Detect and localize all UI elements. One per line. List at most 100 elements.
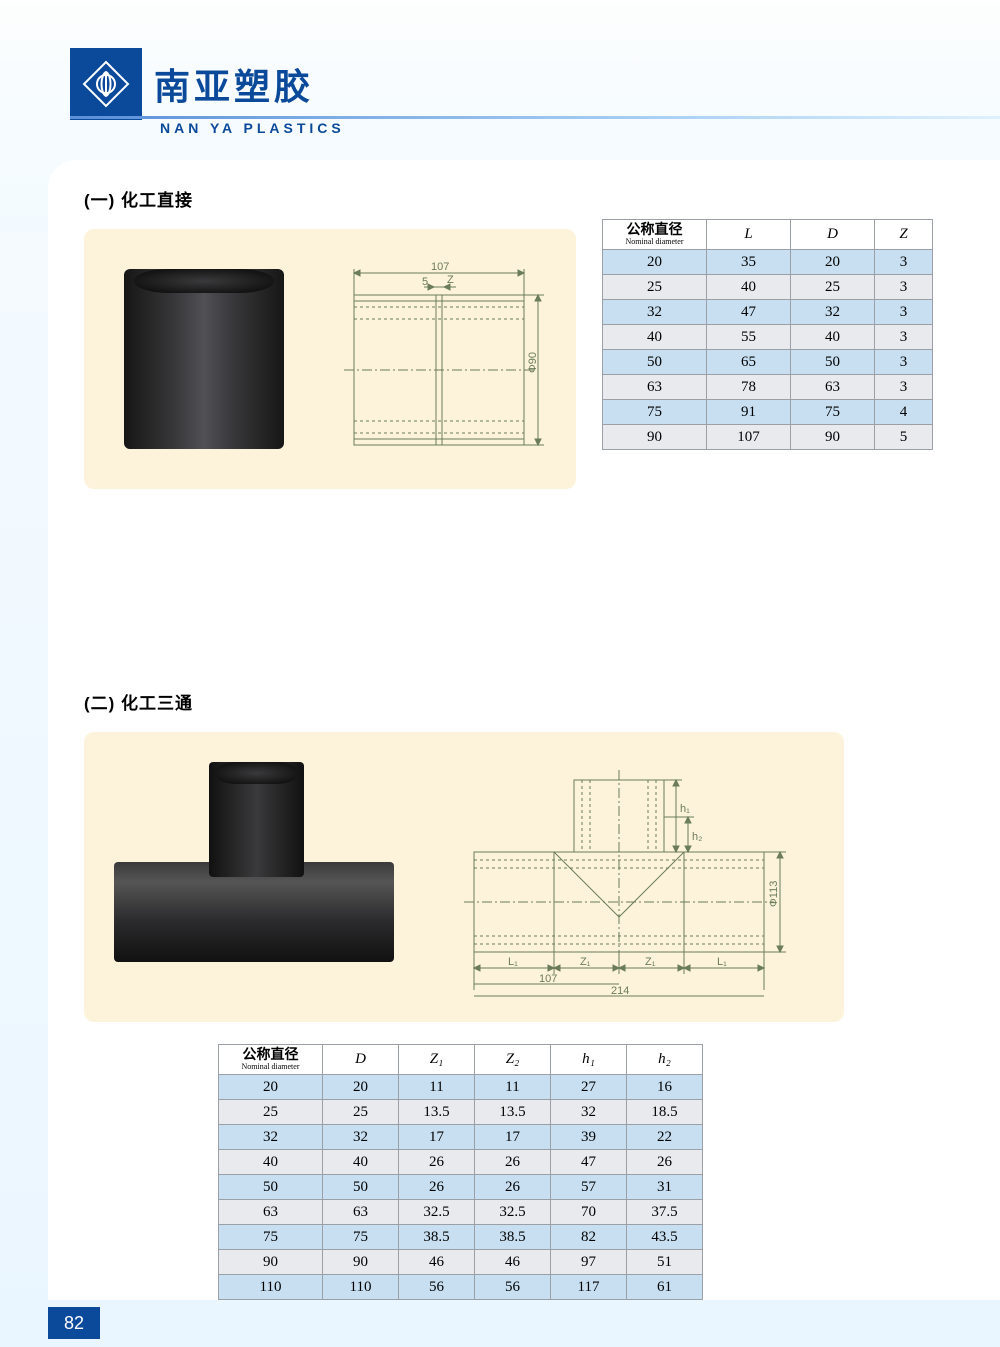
- table-cell: 20: [603, 250, 707, 275]
- svg-text:107: 107: [539, 973, 557, 985]
- table-cell: 3: [875, 350, 933, 375]
- table-cell: 11: [399, 1075, 475, 1100]
- table-cell: 50: [323, 1175, 399, 1200]
- table-cell: 5: [875, 425, 933, 450]
- table-cell: 55: [707, 325, 791, 350]
- table-header-cell: Z: [875, 220, 933, 250]
- table-row: 2540253: [603, 275, 933, 300]
- table-cell: 25: [791, 275, 875, 300]
- table-cell: 31: [627, 1175, 703, 1200]
- table-cell: 70: [551, 1200, 627, 1225]
- table-cell: 25: [323, 1100, 399, 1125]
- table-cell: 50: [219, 1175, 323, 1200]
- table-header-cell: 公称直径Nominal diameter: [219, 1045, 323, 1075]
- table-cell: 46: [475, 1250, 551, 1275]
- svg-text:214: 214: [611, 985, 629, 997]
- table-cell: 3: [875, 275, 933, 300]
- svg-text:Z: Z: [447, 274, 454, 286]
- table-cell: 13.5: [399, 1100, 475, 1125]
- table-cell: 4: [875, 400, 933, 425]
- table-header-cell: D: [791, 220, 875, 250]
- table-cell: 90: [219, 1250, 323, 1275]
- table-header-cell: 公称直径Nominal diameter: [603, 220, 707, 250]
- product-photo-tee: [114, 762, 394, 992]
- svg-text:107: 107: [431, 261, 449, 273]
- table-cell: 50: [603, 350, 707, 375]
- table-header-cell: h₁: [551, 1045, 627, 1075]
- table-cell: 63: [603, 375, 707, 400]
- table-cell: 57: [551, 1175, 627, 1200]
- page-number: 82: [48, 1307, 100, 1339]
- table-cell: 26: [399, 1175, 475, 1200]
- table-row: 7591754: [603, 400, 933, 425]
- table-row: 2035203: [603, 250, 933, 275]
- table-cell: 17: [399, 1125, 475, 1150]
- table-cell: 35: [707, 250, 791, 275]
- table-cell: 51: [627, 1250, 703, 1275]
- table-row: 110110565611761: [219, 1275, 703, 1300]
- table-cell: 26: [399, 1150, 475, 1175]
- table-cell: 32.5: [475, 1200, 551, 1225]
- svg-text:Z₁: Z₁: [645, 956, 656, 968]
- table-cell: 3: [875, 375, 933, 400]
- spec-table-1-wrap: 公称直径Nominal diameterLDZ20352032540253324…: [602, 219, 933, 450]
- table-cell: 38.5: [399, 1225, 475, 1250]
- table-cell: 107: [707, 425, 791, 450]
- table-cell: 26: [475, 1150, 551, 1175]
- table-cell: 40: [603, 325, 707, 350]
- table-cell: 110: [323, 1275, 399, 1300]
- table-row: 4055403: [603, 325, 933, 350]
- table-row: 252513.513.53218.5: [219, 1100, 703, 1125]
- table-header-cell: Z₁: [399, 1045, 475, 1075]
- brand-name-en: NAN YA PLASTICS: [160, 120, 345, 136]
- table-cell: 16: [627, 1075, 703, 1100]
- table-cell: 47: [551, 1150, 627, 1175]
- table-row: 323217173922: [219, 1125, 703, 1150]
- table-cell: 3: [875, 300, 933, 325]
- table-cell: 3: [875, 250, 933, 275]
- table-cell: 90: [791, 425, 875, 450]
- table-cell: 38.5: [475, 1225, 551, 1250]
- table-cell: 50: [791, 350, 875, 375]
- table-cell: 20: [219, 1075, 323, 1100]
- table-cell: 61: [627, 1275, 703, 1300]
- table-cell: 39: [551, 1125, 627, 1150]
- table-cell: 40: [323, 1150, 399, 1175]
- table-row: 6378633: [603, 375, 933, 400]
- table-cell: 20: [791, 250, 875, 275]
- spec-table-2: 公称直径Nominal diameterDZ₁Z₂h₁h₂20201111271…: [218, 1044, 703, 1300]
- figure-coupling: 107 5 Z Φ90: [84, 229, 576, 489]
- table-header-cell: h₂: [627, 1045, 703, 1075]
- spec-table-1: 公称直径Nominal diameterLDZ20352032540253324…: [602, 219, 933, 450]
- table-cell: 32: [603, 300, 707, 325]
- table-cell: 32.5: [399, 1200, 475, 1225]
- table-row: 5065503: [603, 350, 933, 375]
- table-cell: 26: [627, 1150, 703, 1175]
- svg-text:Z₁: Z₁: [580, 956, 591, 968]
- table-cell: 78: [707, 375, 791, 400]
- table-cell: 75: [603, 400, 707, 425]
- svg-text:5: 5: [422, 276, 428, 288]
- table-cell: 17: [475, 1125, 551, 1150]
- table-cell: 110: [219, 1275, 323, 1300]
- table-cell: 27: [551, 1075, 627, 1100]
- table-cell: 90: [323, 1250, 399, 1275]
- table-cell: 56: [475, 1275, 551, 1300]
- table-cell: 40: [791, 325, 875, 350]
- svg-text:L₁: L₁: [508, 956, 518, 968]
- table-cell: 25: [219, 1100, 323, 1125]
- figure-tee: L₁ Z₁ Z₁ L₁ 107 214 Φ113 h₁ h₂: [84, 732, 844, 1022]
- table-cell: 65: [707, 350, 791, 375]
- header: 南亚塑胶 NAN YA PLASTICS: [70, 48, 1000, 138]
- technical-drawing-tee: L₁ Z₁ Z₁ L₁ 107 214 Φ113 h₁ h₂: [454, 762, 804, 1002]
- table-cell: 20: [323, 1075, 399, 1100]
- table-row: 757538.538.58243.5: [219, 1225, 703, 1250]
- table-cell: 13.5: [475, 1100, 551, 1125]
- table-cell: 32: [791, 300, 875, 325]
- table-cell: 63: [219, 1200, 323, 1225]
- table-cell: 117: [551, 1275, 627, 1300]
- table-cell: 75: [219, 1225, 323, 1250]
- table-cell: 43.5: [627, 1225, 703, 1250]
- table-header-cell: Z₂: [475, 1045, 551, 1075]
- svg-text:Φ90: Φ90: [527, 352, 539, 373]
